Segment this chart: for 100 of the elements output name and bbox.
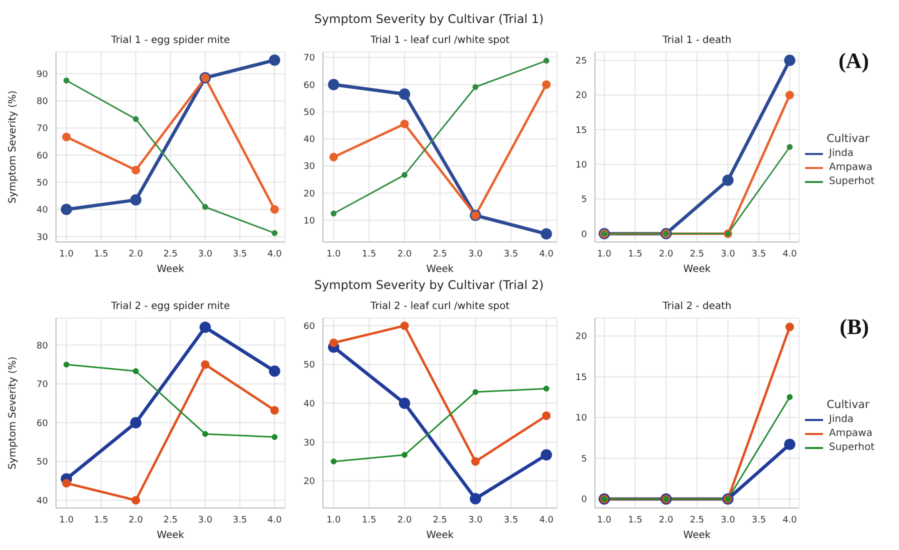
y-tick-label: 60 bbox=[304, 322, 316, 332]
legend-label: Superhot bbox=[829, 440, 874, 454]
x-tick-label: 1.5 bbox=[628, 515, 642, 526]
y-tick-label: 80 bbox=[36, 341, 48, 352]
y-tick-label: 20 bbox=[576, 91, 588, 102]
y-tick-label: 40 bbox=[304, 400, 316, 410]
y-tick-label: 40 bbox=[36, 206, 48, 216]
y-tick-label: 50 bbox=[304, 108, 316, 118]
text: (A) bbox=[838, 48, 869, 74]
x-tick-label: 1.0 bbox=[59, 249, 74, 260]
x-tick-label: 2.5 bbox=[163, 249, 178, 260]
y-tick-label: 60 bbox=[36, 151, 48, 162]
y-tick-label: 60 bbox=[304, 80, 316, 91]
x-tick-label: 1.5 bbox=[362, 249, 376, 260]
y-tick-label: 20 bbox=[304, 477, 316, 488]
y-tick-label: 40 bbox=[36, 496, 48, 506]
x-tick-label: 3.5 bbox=[752, 515, 766, 526]
x-tick-label: 1.0 bbox=[326, 249, 342, 260]
y-tick-label: 0 bbox=[581, 230, 588, 240]
x-tick-label: 4.0 bbox=[267, 249, 282, 260]
y-tick-label: 15 bbox=[576, 372, 587, 383]
x-tick-label: 3.0 bbox=[198, 515, 213, 526]
chart-title: Trial 1 - egg spider mite bbox=[110, 35, 231, 46]
x-tick-label: 2.0 bbox=[658, 249, 674, 260]
x-tick-label: 1.5 bbox=[94, 515, 108, 526]
x-tick-label: 1.5 bbox=[94, 249, 108, 260]
x-tick-label: 1.0 bbox=[326, 515, 342, 526]
y-tick-label: 10 bbox=[304, 216, 316, 226]
x-tick-label: 2.5 bbox=[432, 515, 448, 526]
x-axis-title: Week bbox=[426, 530, 454, 541]
legend-label: Jinda bbox=[829, 412, 854, 426]
y-tick-label: 30 bbox=[304, 162, 316, 172]
y-tick-label: 80 bbox=[36, 97, 48, 108]
chart-title: Trial 2 - death bbox=[662, 301, 732, 312]
y-tick-label: 70 bbox=[36, 124, 48, 134]
x-tick-label: 4.0 bbox=[782, 515, 798, 526]
x-tick-label: 2.0 bbox=[128, 249, 144, 260]
text: Symptom Severity by Cultivar (Trial 1) bbox=[313, 12, 545, 26]
y-tick-label: 10 bbox=[576, 414, 588, 424]
x-tick-label: 1.5 bbox=[628, 249, 642, 260]
y-tick-label: 50 bbox=[36, 458, 48, 468]
x-tick-label: 3.5 bbox=[752, 249, 766, 260]
y-tick-label: 20 bbox=[304, 189, 316, 200]
x-tick-label: 4.0 bbox=[539, 515, 554, 526]
y-tick-label: 70 bbox=[36, 380, 48, 390]
x-tick-label: 3.5 bbox=[504, 249, 518, 260]
legend-label: Jinda bbox=[829, 146, 854, 160]
y-tick-label: 0 bbox=[581, 495, 588, 506]
y-tick-label: 5 bbox=[581, 195, 587, 206]
legend-title: Cultivar bbox=[826, 132, 870, 144]
y-tick-label: 30 bbox=[304, 438, 316, 448]
x-tick-label: 2.5 bbox=[432, 249, 448, 260]
y-tick-label: 50 bbox=[36, 178, 48, 188]
y-tick-label: 50 bbox=[304, 360, 316, 371]
x-tick-label: 4.0 bbox=[539, 249, 554, 260]
x-tick-label: 4.0 bbox=[267, 515, 282, 526]
y-tick-label: 70 bbox=[304, 54, 316, 64]
y-tick-label: 30 bbox=[36, 232, 48, 243]
x-tick-label: 3.0 bbox=[720, 249, 736, 260]
legend-label: Superhot bbox=[829, 174, 874, 188]
y-tick-label: 10 bbox=[576, 160, 588, 171]
x-axis-title: Week bbox=[156, 530, 184, 541]
x-tick-label: 3.0 bbox=[720, 515, 736, 526]
legend-label: Ampawa bbox=[829, 426, 872, 440]
x-tick-label: 2.5 bbox=[690, 515, 704, 526]
y-axis-title: Symptom Severity (%) bbox=[8, 356, 19, 470]
x-tick-label: 3.0 bbox=[198, 249, 213, 260]
y-tick-label: 90 bbox=[36, 70, 48, 80]
x-axis-title: Week bbox=[683, 530, 711, 541]
legend-label: Ampawa bbox=[829, 160, 872, 174]
chart-title: Trial 2 - leaf curl /white spot bbox=[369, 301, 511, 312]
y-tick-label: 25 bbox=[576, 56, 587, 67]
x-tick-label: 2.5 bbox=[690, 249, 704, 260]
x-tick-label: 2.0 bbox=[397, 515, 412, 526]
y-tick-label: 60 bbox=[36, 418, 48, 429]
y-tick-label: 15 bbox=[576, 126, 587, 136]
x-tick-label: 2.5 bbox=[163, 515, 178, 526]
x-axis-title: Week bbox=[683, 264, 711, 275]
chart-title: Trial 1 - death bbox=[662, 35, 732, 46]
legend-title: Cultivar bbox=[826, 398, 870, 410]
x-tick-label: 1.5 bbox=[362, 515, 376, 526]
x-tick-label: 3.0 bbox=[468, 515, 483, 526]
x-axis-title: Week bbox=[426, 264, 454, 275]
x-tick-label: 2.0 bbox=[397, 249, 412, 260]
y-tick-label: 5 bbox=[581, 454, 587, 464]
chart-title: Trial 1 - leaf curl /white spot bbox=[369, 35, 511, 46]
x-tick-label: 3.5 bbox=[504, 515, 518, 526]
text: Symptom Severity by Cultivar (Trial 2) bbox=[313, 278, 545, 292]
x-tick-label: 1.0 bbox=[597, 249, 612, 260]
x-axis-title: Week bbox=[156, 264, 184, 275]
x-tick-label: 1.0 bbox=[597, 515, 612, 526]
y-tick-label: 20 bbox=[576, 332, 588, 342]
x-tick-label: 3.5 bbox=[232, 249, 248, 260]
chart-title: Trial 2 - egg spider mite bbox=[110, 301, 231, 312]
x-tick-label: 4.0 bbox=[782, 249, 798, 260]
x-tick-label: 3.5 bbox=[232, 515, 248, 526]
text: (B) bbox=[840, 314, 869, 340]
x-tick-label: 3.0 bbox=[468, 249, 483, 260]
y-axis-title: Symptom Severity (%) bbox=[8, 90, 19, 204]
y-tick-label: 40 bbox=[304, 135, 316, 146]
